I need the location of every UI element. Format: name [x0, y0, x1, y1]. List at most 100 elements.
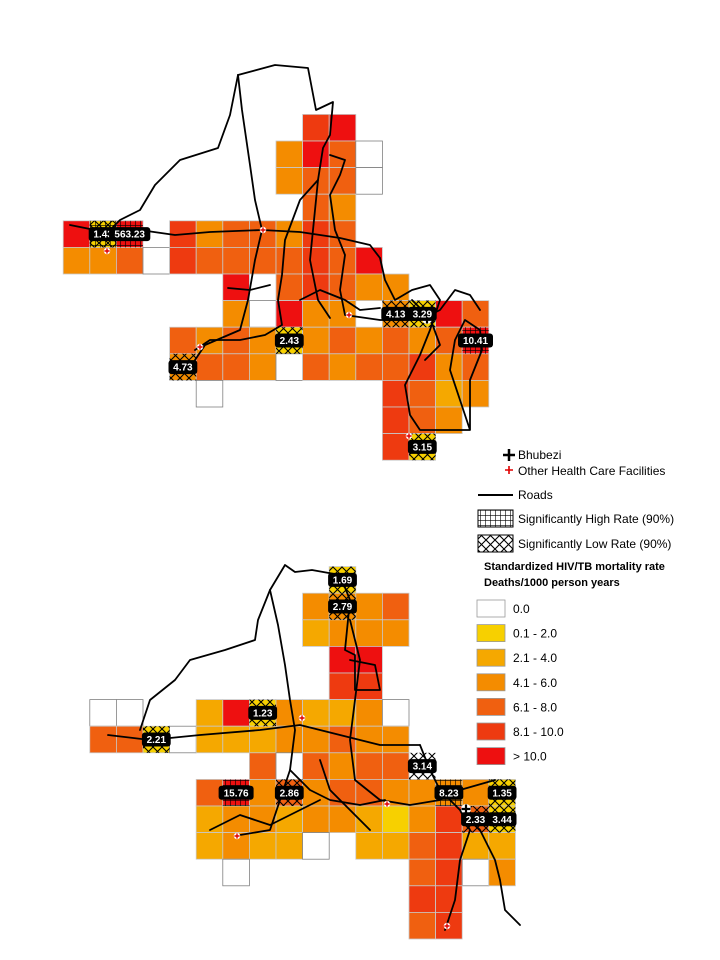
grid-cell [461, 858, 490, 887]
health-facility-icon [505, 466, 513, 474]
rate-label: 3.14 [407, 759, 437, 774]
legend-classes: 0.0 0.1 - 2.0 2.1 - 4.0 4.1 - 6.0 6.1 - 8.0 8… [476, 599, 564, 765]
health-facility-icon [345, 311, 353, 319]
grid-cell [381, 752, 410, 780]
grid-cell [302, 725, 330, 754]
legend-class-item: 4.1 - 6.0 [476, 673, 557, 692]
grid-cell [355, 140, 383, 169]
grid-cell [408, 885, 437, 913]
grid-cell [302, 353, 330, 381]
grid-cell [142, 246, 171, 275]
rate-label: 10.41 [458, 333, 493, 348]
grid-cell [195, 725, 224, 754]
grid-cell [355, 619, 383, 647]
grid-cell [248, 300, 277, 328]
grid-cell [461, 832, 490, 860]
grid-cell [381, 832, 410, 860]
grid-cell [328, 805, 357, 834]
grid-cell [195, 379, 224, 408]
grid-cell [275, 167, 304, 195]
grid-cell [328, 140, 357, 169]
rate-label: 15.76 [218, 785, 254, 800]
grid-cell [89, 725, 117, 754]
road [269, 564, 381, 691]
grid-cell [328, 672, 357, 701]
svg-text:2.43: 2.43 [280, 336, 300, 347]
grid-cell [195, 353, 224, 381]
grid-cell [89, 699, 117, 727]
grid-cell [275, 140, 304, 169]
legend-swatch [476, 648, 506, 667]
grid-cell [381, 273, 410, 302]
grid-cell [248, 752, 277, 780]
grid-cell [195, 699, 224, 727]
grid-cell [222, 273, 250, 302]
legend-class-label: > 10.0 [513, 750, 547, 764]
grid-cell [435, 353, 463, 381]
grid-cell [328, 326, 357, 355]
legend-class-item: 0.1 - 2.0 [476, 624, 557, 642]
grid-cell [355, 273, 383, 302]
svg-text:2.33: 2.33 [466, 815, 486, 826]
svg-text:563.23: 563.23 [114, 230, 145, 241]
grid-cell [328, 114, 357, 142]
grid-cell [275, 832, 304, 860]
grid-cell [355, 246, 383, 275]
grid-cell [355, 752, 383, 780]
grid-cell [435, 885, 463, 913]
grid-cell [222, 805, 250, 834]
road [299, 289, 381, 311]
legend-swatch [476, 747, 506, 765]
road [459, 809, 521, 926]
grid-cell [381, 805, 410, 834]
legend-title-line1: Standardized HIV/TB mortality rate [484, 561, 665, 573]
grid-cell [302, 326, 330, 355]
grid-cell [302, 114, 330, 142]
road [194, 179, 319, 351]
grid-cell [355, 832, 383, 860]
legend-class-item: 8.1 - 10.0 [476, 722, 564, 741]
grid-cell [222, 246, 250, 275]
road [379, 257, 483, 431]
rate-label: 2.86 [274, 785, 304, 800]
grid-cell [275, 699, 304, 727]
bhubezi-icon [461, 804, 471, 814]
grid-cell [381, 592, 410, 621]
legend-swatch [476, 722, 506, 741]
road [329, 154, 481, 321]
legend-roads: Roads [478, 488, 553, 502]
rate-label: 4.73 [168, 360, 198, 375]
grid-cell [381, 699, 410, 727]
legend-high-rate-label: Significantly High Rate (90%) [518, 512, 674, 526]
legend-class-label: 2.1 - 4.0 [513, 651, 557, 665]
legend-class-label: 0.1 - 2.0 [513, 627, 557, 641]
rate-label: 1.35 [487, 785, 517, 800]
grid-cell [381, 406, 410, 435]
svg-text:1.43: 1.43 [93, 230, 113, 241]
legend-low-rate-label: Significantly Low Rate (90%) [518, 537, 671, 551]
rate-label: 8.23 [434, 785, 464, 800]
health-facility-icon [103, 247, 111, 255]
bottom-map-labels: 1.69 2.79 1.23 2.21 3.14 1.35 15.76 2.86 8.23 3.4… [141, 572, 517, 827]
health-facility-icon [233, 832, 241, 840]
grid-cell [248, 353, 277, 381]
road [139, 589, 271, 731]
grid-cell [302, 246, 330, 275]
rate-label: 2.79 [328, 599, 357, 614]
legend-class-label: 8.1 - 10.0 [513, 725, 564, 739]
legend-title-line2: Deaths/1000 person years [484, 577, 620, 589]
grid-cell [116, 246, 144, 275]
legend-class-item: 0.0 [476, 599, 530, 618]
grid-cell [355, 353, 383, 381]
grid-cell [222, 353, 250, 381]
top-map: 1.43 563.23 4.13 3.29 10.41 2.43 4.73 3.15 [62, 64, 493, 461]
grid-cell [222, 858, 250, 887]
grid-cell [302, 805, 330, 834]
svg-text:10.41: 10.41 [463, 336, 488, 347]
grid-cell [195, 832, 224, 860]
grid-cell [116, 699, 144, 727]
rate-label: 2.33 [461, 812, 490, 827]
grid-cell [248, 220, 277, 248]
rate-label: 4.13 [381, 306, 411, 321]
